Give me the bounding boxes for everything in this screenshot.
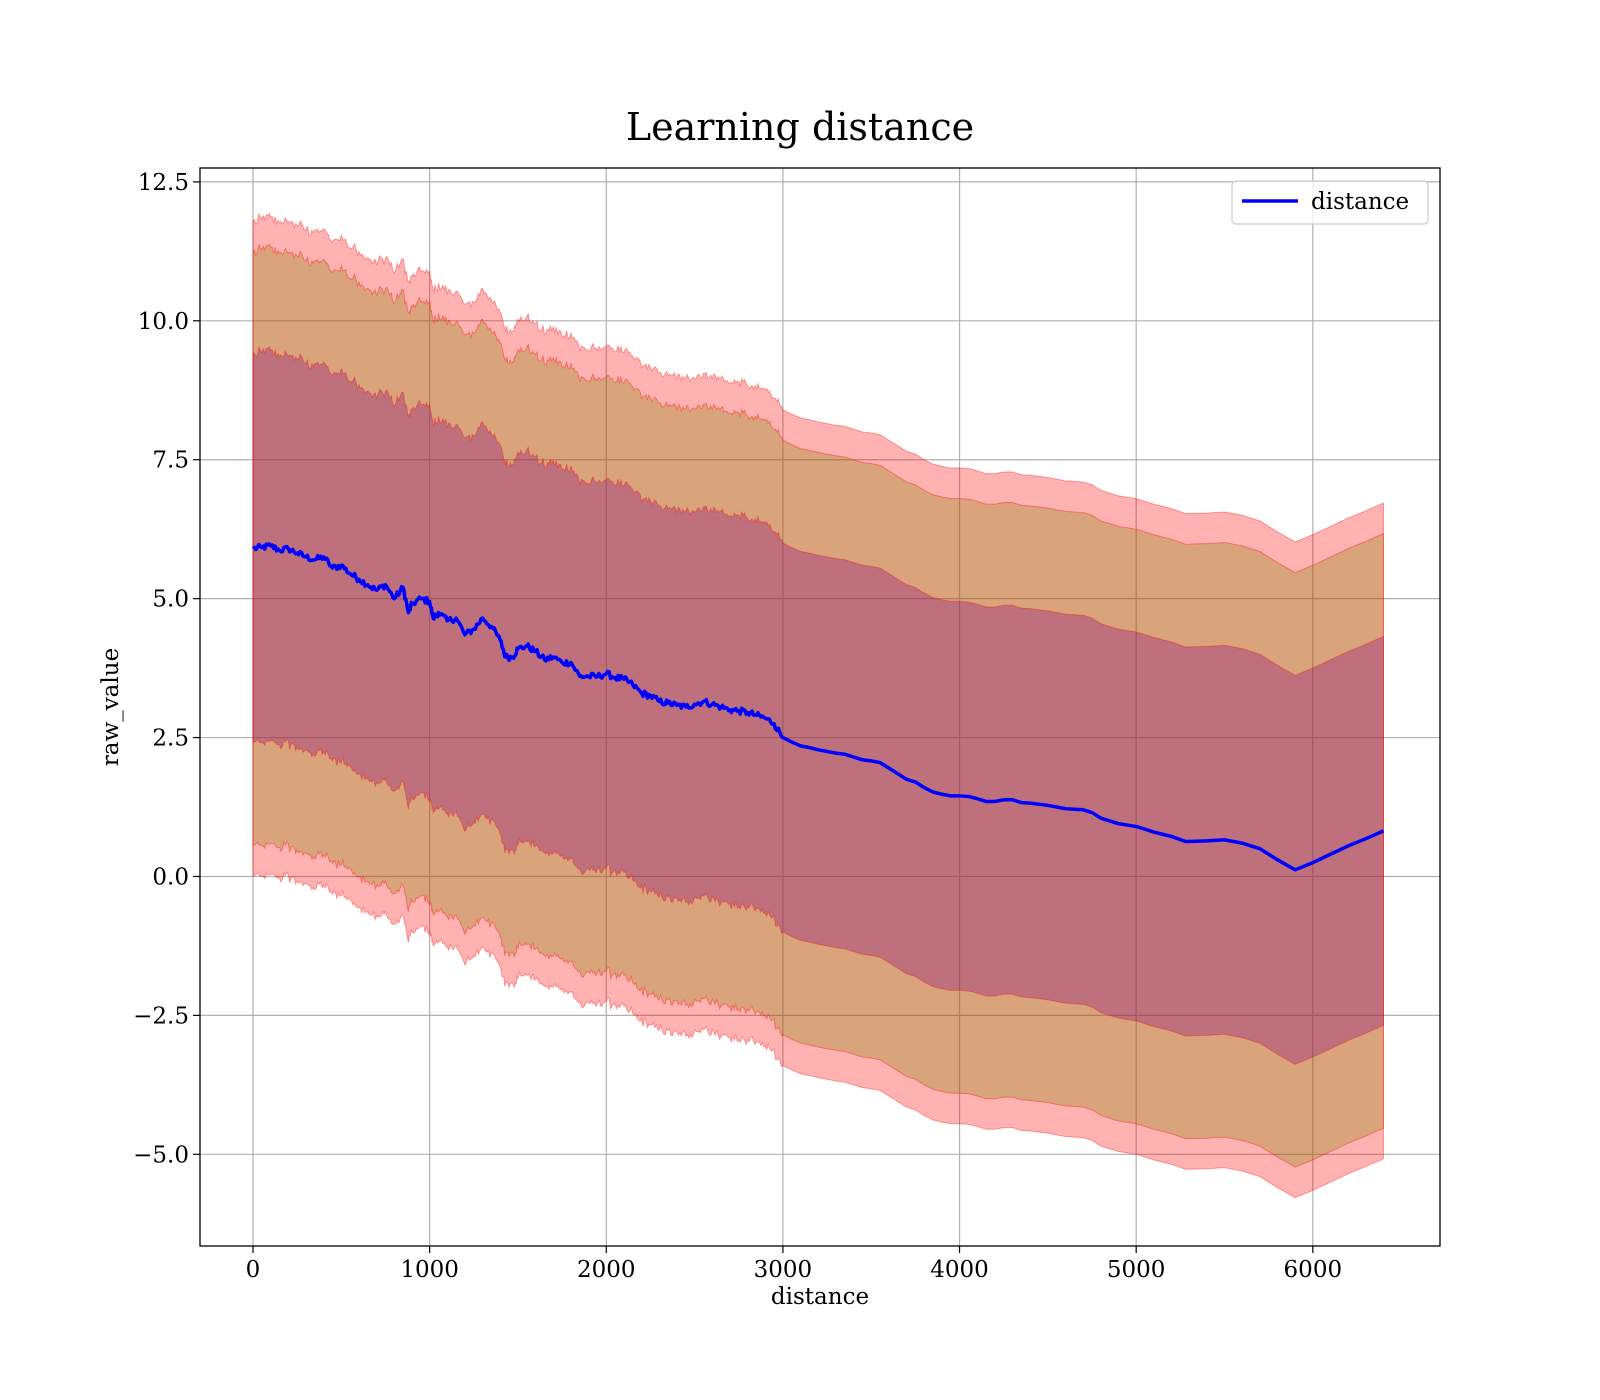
- y-tick-label: 2.5: [152, 726, 189, 752]
- confidence-bands: [252, 212, 1384, 1199]
- legend-box: [1231, 180, 1429, 225]
- y-tick-label: −2.5: [133, 1003, 189, 1029]
- x-tick-label: 1000: [400, 1257, 459, 1283]
- grid: [200, 168, 1440, 1246]
- x-tick-label: 6000: [1284, 1257, 1343, 1283]
- y-axis-label: raw_value: [98, 648, 124, 766]
- x-tick-label: 0: [246, 1257, 261, 1283]
- y-tick-label: 10.0: [138, 309, 189, 335]
- band-inner: [252, 345, 1384, 1065]
- plot-frame: [199, 167, 1441, 1247]
- y-axis-ticks: −5.0 −2.5 0.0 2.5 5.0 7.5 10.0 12.5: [133, 170, 200, 1168]
- chart-title: Learning distance: [626, 105, 974, 149]
- band-outer: [252, 212, 1384, 1199]
- legend-label-distance: distance: [1311, 189, 1409, 215]
- series-lines: [251, 542, 1385, 872]
- y-tick-label: −5.0: [133, 1142, 189, 1168]
- legend: distance: [1231, 180, 1429, 225]
- y-tick-label: 5.0: [152, 587, 189, 613]
- y-tick-label: 7.5: [152, 448, 189, 474]
- x-tick-label: 5000: [1107, 1257, 1166, 1283]
- x-axis-label: distance: [771, 1284, 869, 1310]
- y-tick-label: 0.0: [152, 864, 189, 890]
- x-tick-label: 3000: [754, 1257, 813, 1283]
- y-tick-label: 12.5: [138, 170, 189, 196]
- x-tick-label: 4000: [930, 1257, 989, 1283]
- band-middle: [252, 242, 1384, 1168]
- x-tick-label: 2000: [577, 1257, 636, 1283]
- series-line-distance: [251, 542, 1385, 872]
- x-axis-ticks: 0 1000 2000 3000 4000 5000 6000: [246, 1246, 1342, 1283]
